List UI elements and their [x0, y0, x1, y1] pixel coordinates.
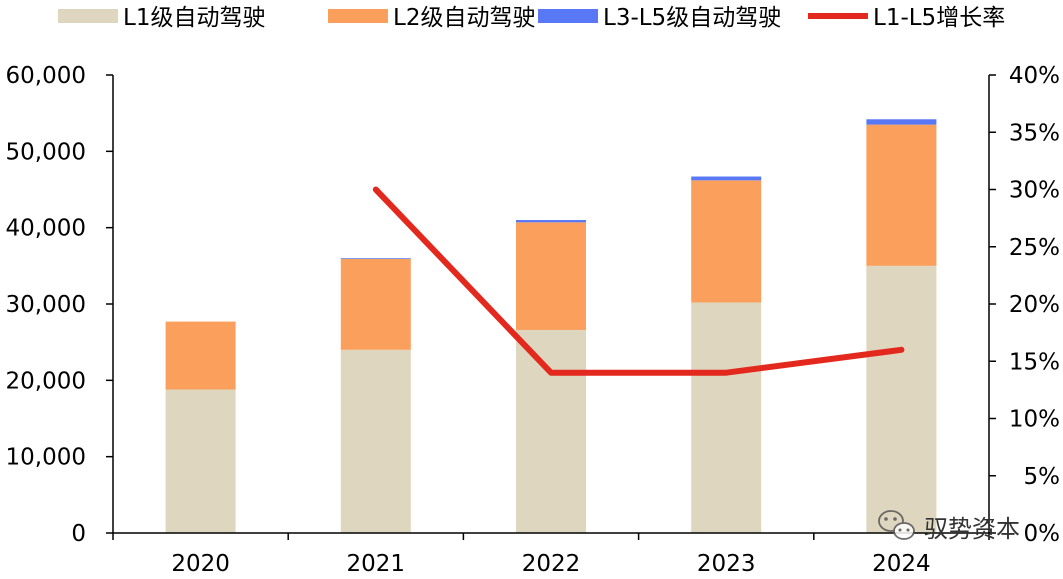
legend-item-3: L3-L5级自动驾驶: [538, 5, 781, 31]
watermark: 驭势资本: [878, 510, 1020, 543]
left-tick-label: 20,000: [6, 368, 86, 394]
growth-line: [372, 186, 905, 376]
legend-label: L1-L5增长率: [873, 5, 1005, 31]
legend-item-2: L2级自动驾驶: [328, 5, 535, 31]
bar-segment-3-2022: [516, 220, 586, 223]
right-tick-label: 35%: [1009, 120, 1060, 146]
x-tick-label-2021: 2021: [347, 551, 406, 575]
legend: L1级自动驾驶 L2级自动驾驶 L3-L5级自动驾驶 L1-L5增长率: [58, 5, 1005, 31]
right-tick-label: 5%: [1024, 464, 1061, 490]
watermark-text: 驭势资本: [924, 515, 1020, 543]
legend-item-4: L1-L5增长率: [808, 5, 1005, 31]
right-tick-label: 40%: [1009, 63, 1060, 89]
x-tick-label-2024: 2024: [872, 551, 931, 575]
left-tick-label: 0: [71, 521, 86, 547]
bar-segment-2-2021: [340, 258, 411, 350]
bar-segment-1-2021: [340, 349, 411, 533]
left-tick-label: 10,000: [6, 445, 86, 471]
growth-rate-line: [372, 186, 905, 376]
x-tick-label-2023: 2023: [697, 551, 756, 575]
legend-swatch: [538, 9, 598, 23]
bar-segment-2-2020: [165, 321, 236, 390]
right-tick-label: 20%: [1009, 292, 1060, 318]
bar-segment-1-2023: [691, 302, 762, 533]
x-tick-label-2020: 2020: [171, 551, 230, 575]
bar-segment-1-2022: [516, 329, 586, 533]
bar-segment-3-2021: [340, 258, 411, 259]
left-tick-label: 50,000: [6, 139, 86, 165]
left-tick-label: 30,000: [6, 292, 86, 318]
bars: [165, 119, 937, 533]
right-tick-label: 10%: [1009, 407, 1060, 433]
left-tick-label: 40,000: [6, 216, 86, 242]
left-tick-label: 60,000: [6, 63, 86, 89]
legend-swatch: [328, 9, 388, 23]
axes: 0 10,000 20,000 30,000 40,000 50,000 60,000 0% 5…: [6, 63, 1061, 577]
legend-swatch: [58, 9, 118, 23]
legend-label: L1级自动驾驶: [123, 5, 265, 31]
right-tick-label: 15%: [1009, 349, 1060, 375]
bar-segment-3-2024: [866, 119, 937, 125]
right-tick-label: 25%: [1009, 235, 1060, 261]
bar-segment-1-2024: [866, 265, 937, 533]
bar-segment-2-2023: [691, 180, 762, 303]
bar-segment-2-2022: [516, 222, 586, 330]
legend-item-1: L1级自动驾驶: [58, 5, 265, 31]
x-tick-label-2022: 2022: [522, 551, 581, 575]
bar-segment-3-2023: [691, 176, 762, 181]
bar-segment-2-2024: [866, 124, 937, 266]
legend-label: L3-L5级自动驾驶: [603, 5, 781, 31]
right-tick-label: 0%: [1024, 521, 1061, 547]
legend-label: L2级自动驾驶: [393, 5, 535, 31]
right-tick-label: 30%: [1009, 178, 1060, 204]
wechat-icon: [878, 510, 915, 540]
bar-segment-1-2020: [165, 389, 236, 533]
